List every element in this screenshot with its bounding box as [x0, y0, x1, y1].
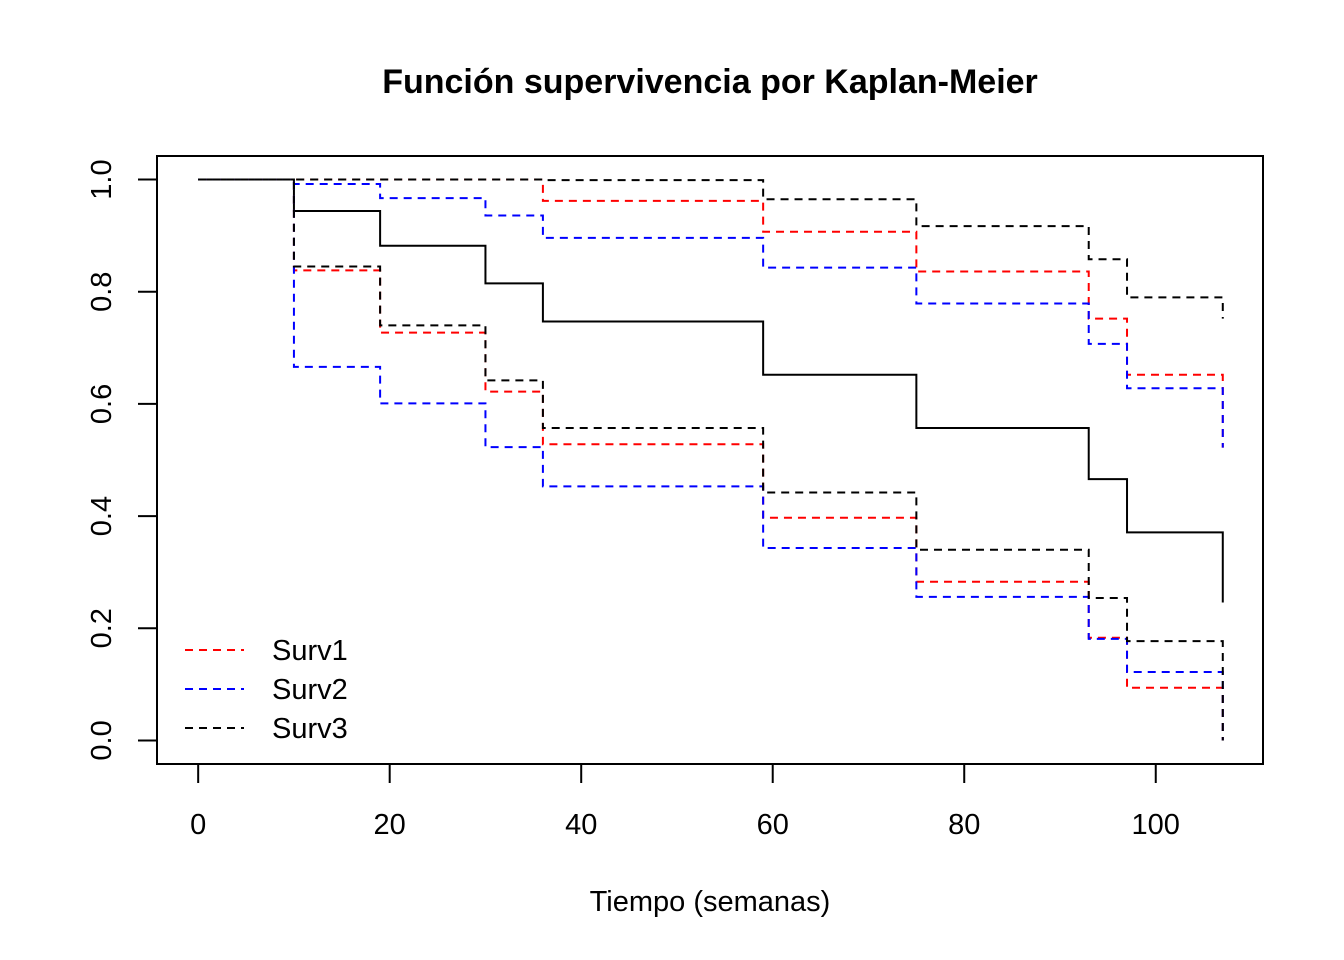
- legend-label: Surv2: [272, 674, 348, 706]
- x-tick-label: 100: [1132, 809, 1180, 841]
- km-estimate-line: [198, 178, 1224, 603]
- y-tick-label: 1.0: [86, 159, 118, 199]
- legend-label: Surv3: [272, 713, 348, 745]
- y-tick-label: 0.6: [86, 384, 118, 424]
- x-tick-label: 80: [948, 809, 980, 841]
- chart-title: Función supervivencia por Kaplan-Meier: [382, 63, 1038, 101]
- y-axis: 0.0 0.2 0.4 0.6 0.8 1.0: [86, 159, 158, 761]
- series-3-lower-line: [198, 178, 1224, 741]
- series-2-upper-line: [198, 178, 1224, 448]
- y-tick-label: 0.2: [86, 608, 118, 648]
- series-1-upper-line: [198, 178, 1224, 448]
- series-1-lower-line: [198, 178, 1224, 741]
- x-tick-label: 20: [374, 809, 406, 841]
- y-tick-label: 0.0: [86, 720, 118, 760]
- legend-label: Surv1: [272, 635, 348, 667]
- x-axis-label: Tiempo (semanas): [590, 886, 831, 918]
- y-tick-label: 0.8: [86, 272, 118, 312]
- x-tick-label: 60: [757, 809, 789, 841]
- plot-area: [198, 178, 1224, 741]
- x-axis: 0 20 40 60 80 100: [190, 763, 1180, 841]
- x-tick-label: 0: [190, 809, 206, 841]
- series-3-upper-line: [198, 178, 1224, 319]
- x-tick-label: 40: [565, 809, 597, 841]
- legend: Surv1 Surv2 Surv3: [185, 635, 348, 745]
- y-tick-label: 0.4: [86, 496, 118, 536]
- series-2-lower-line: [198, 178, 1224, 741]
- plot-frame: [156, 155, 1264, 765]
